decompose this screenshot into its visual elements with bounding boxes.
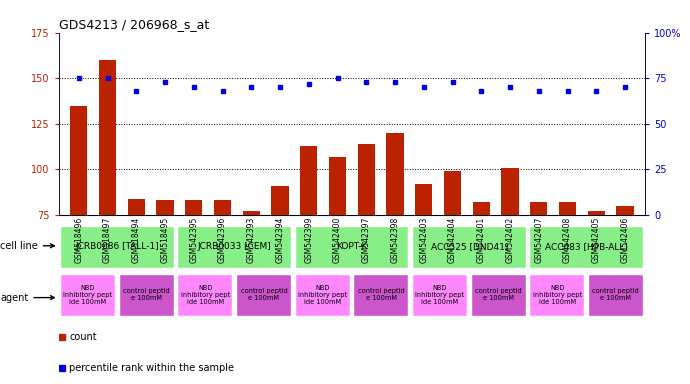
Text: NBD
inhibitory pept
ide 100mM: NBD inhibitory pept ide 100mM [415,285,464,305]
Text: ACC483 [HPB-ALL]: ACC483 [HPB-ALL] [545,242,628,251]
Text: KOPT-K: KOPT-K [336,242,368,251]
Bar [471,275,526,316]
Bar [119,275,174,316]
Bar [214,200,231,352]
Bar [415,184,433,352]
Bar [559,202,576,352]
Bar [444,171,461,352]
Bar [413,227,526,268]
Bar [178,227,291,268]
Bar [185,200,202,352]
Bar [386,133,404,352]
Bar [70,106,88,352]
Bar [295,227,408,268]
Text: control peptid
e 100mM: control peptid e 100mM [475,288,522,301]
Text: NBD
inhibitory pept
ide 100mM: NBD inhibitory pept ide 100mM [63,285,112,305]
Text: NBD
inhibitory pept
ide 100mM: NBD inhibitory pept ide 100mM [533,285,582,305]
Bar [589,275,643,316]
Text: ACC525 [DND41]: ACC525 [DND41] [431,242,508,251]
Bar [61,275,115,316]
Bar [128,199,145,352]
Bar [295,275,350,316]
Text: JCRB0086 [TALL-1]: JCRB0086 [TALL-1] [75,242,159,251]
Text: GDS4213 / 206968_s_at: GDS4213 / 206968_s_at [59,18,209,31]
Text: count: count [69,332,97,342]
Bar [237,275,291,316]
Text: cell line: cell line [0,241,55,251]
Text: JCRB0033 [CEM]: JCRB0033 [CEM] [198,242,271,251]
Bar [473,202,490,352]
Bar [61,227,174,268]
Text: control peptid
e 100mM: control peptid e 100mM [593,288,639,301]
Bar [243,211,260,352]
Bar [271,186,288,352]
Text: percentile rank within the sample: percentile rank within the sample [69,362,234,373]
Bar [99,60,116,352]
Bar [530,202,547,352]
Bar [530,227,643,268]
Bar [354,275,408,316]
Text: control peptid
e 100mM: control peptid e 100mM [241,288,287,301]
Bar [616,206,633,352]
Bar [329,157,346,352]
Bar [413,275,467,316]
Bar [157,200,174,352]
Bar [530,275,584,316]
Bar [588,211,605,352]
Text: NBD
inhibitory pept
ide 100mM: NBD inhibitory pept ide 100mM [181,285,230,305]
Text: agent: agent [0,293,55,303]
Text: NBD
inhibitory pept
ide 100mM: NBD inhibitory pept ide 100mM [298,285,347,305]
Bar [502,167,519,352]
Bar [178,275,233,316]
Bar [300,146,317,352]
Text: control peptid
e 100mM: control peptid e 100mM [124,288,170,301]
Bar [357,144,375,352]
Text: control peptid
e 100mM: control peptid e 100mM [358,288,404,301]
